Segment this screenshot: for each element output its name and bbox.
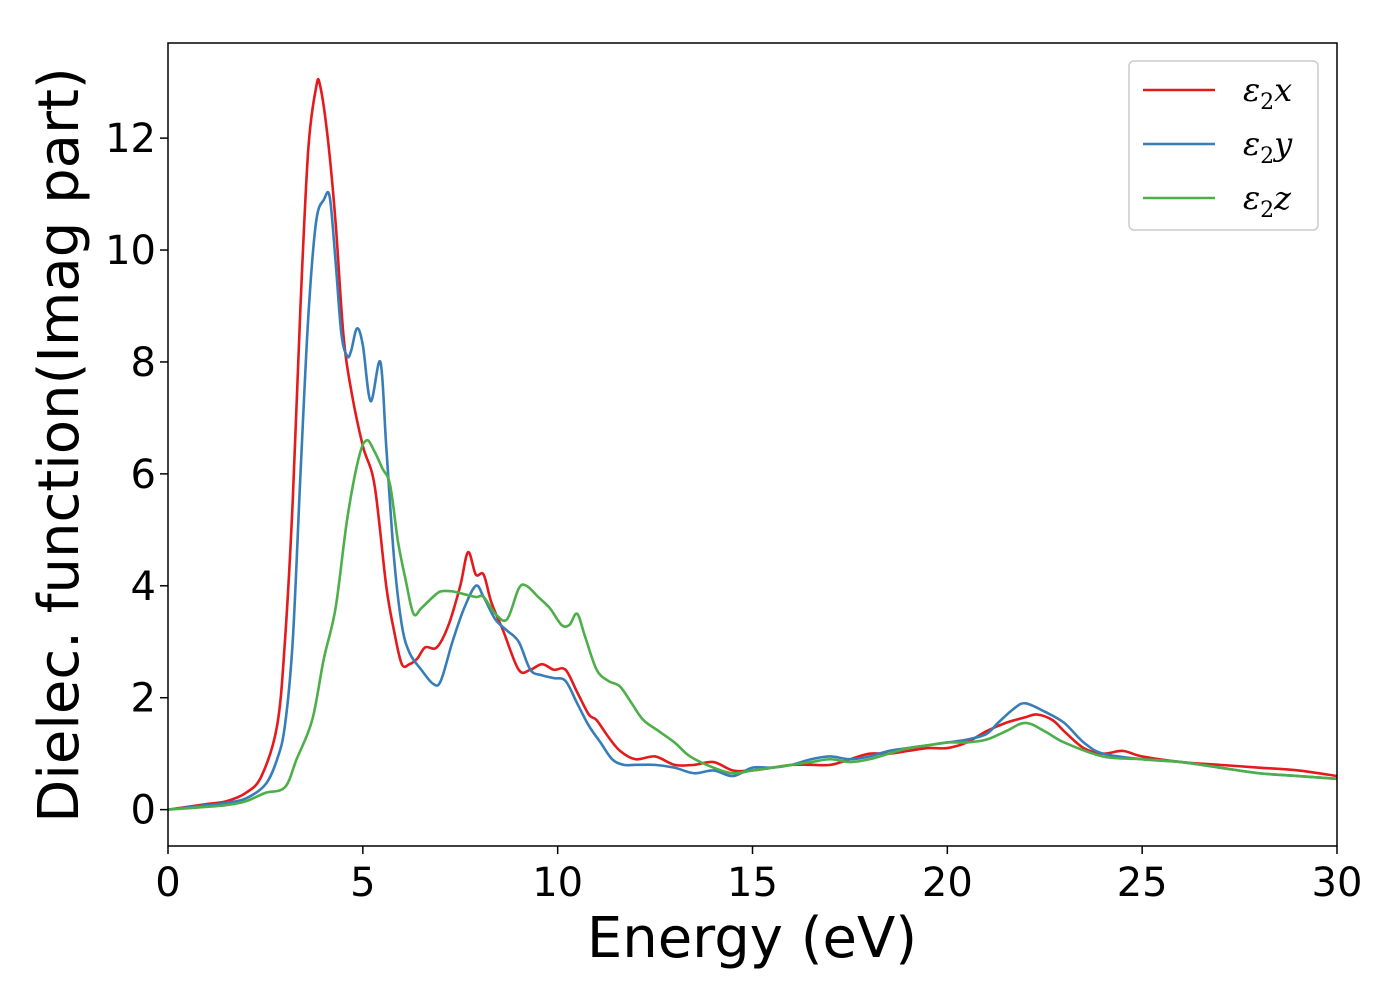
y-tick-label: 12 <box>105 116 156 162</box>
y-tick-label: 0 <box>131 788 156 834</box>
legend-label-eps2y: ε2y <box>1243 125 1293 169</box>
series-line-eps2z <box>168 438 1337 811</box>
x-tick-label: 0 <box>155 860 180 906</box>
series-line-eps2x <box>168 77 1337 811</box>
legend: ε2x ε2y ε2z <box>1128 60 1319 231</box>
y-axis-ticks: 0 2 4 6 8 10 12 <box>105 116 168 834</box>
y-axis-label: Dielec. function(Imag part) <box>27 67 92 823</box>
y-tick-label: 8 <box>131 340 156 386</box>
legend-label-eps2z: ε2z <box>1243 179 1292 223</box>
y-tick-label: 10 <box>105 228 156 274</box>
y-tick-label: 4 <box>131 564 156 610</box>
legend-box <box>1128 60 1319 231</box>
series-line-eps2y <box>168 190 1337 811</box>
y-tick-label: 6 <box>131 452 156 498</box>
x-tick-label: 30 <box>1312 860 1363 906</box>
y-tick-label: 2 <box>131 676 156 722</box>
x-axis-label: Energy (eV) <box>587 906 917 971</box>
x-tick-label: 25 <box>1117 860 1168 906</box>
x-axis-ticks: 0 5 10 15 20 25 30 <box>155 846 1362 906</box>
x-tick-label: 5 <box>350 860 375 906</box>
legend-label-eps2x: ε2x <box>1243 71 1292 115</box>
x-tick-label: 10 <box>532 860 583 906</box>
x-tick-label: 15 <box>727 860 778 906</box>
series-layer <box>168 77 1337 811</box>
x-tick-label: 20 <box>922 860 973 906</box>
